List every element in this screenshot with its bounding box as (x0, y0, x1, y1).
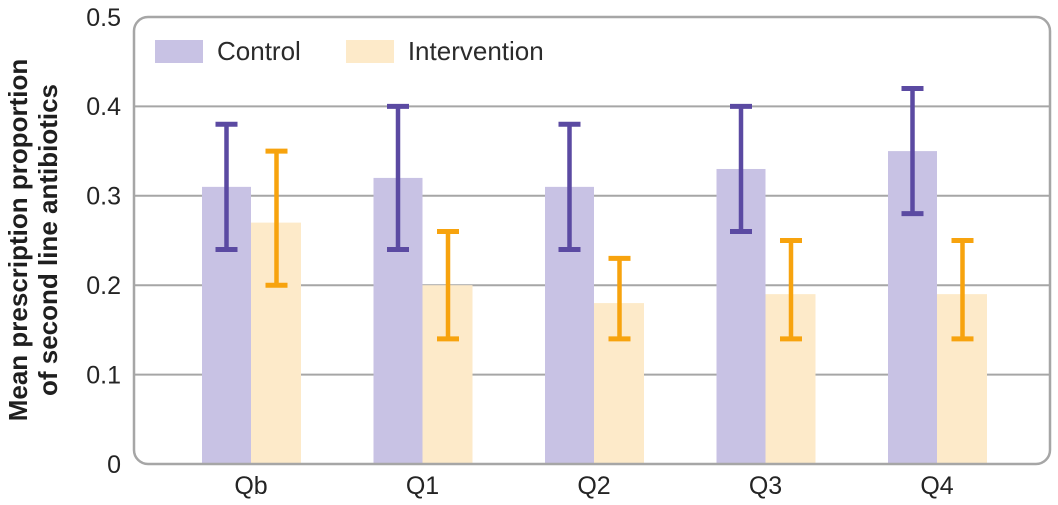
errorbar-control-q2 (558, 121, 581, 252)
errorbar-intervention-q2 (608, 255, 631, 342)
y-tick-label-0.4: 0.4 (86, 93, 121, 121)
errorbar-intervention-q4 (951, 238, 974, 342)
y-tick-label-0: 0 (107, 451, 121, 479)
y-tick-label-0.2: 0.2 (86, 272, 121, 300)
chart-legend: Control Intervention (155, 36, 544, 67)
legend-swatch-control (155, 40, 203, 63)
errorbar-control-q1 (387, 103, 409, 252)
x-tick-label-q1: Q1 (406, 472, 439, 500)
y-tick-label-0.1: 0.1 (86, 361, 121, 389)
errorbar-intervention-qb (265, 148, 288, 288)
x-tick-label-q2: Q2 (577, 472, 610, 500)
errorbar-intervention-q1 (437, 229, 459, 342)
y-tick-label-0.5: 0.5 (86, 4, 121, 32)
x-tick-label-qb: Qb (234, 472, 267, 500)
y-tick-label-0.3: 0.3 (86, 183, 121, 211)
x-tick-label-q3: Q3 (749, 472, 782, 500)
errorbar-intervention-q3 (780, 238, 802, 342)
errorbar-control-q3 (730, 103, 752, 235)
legend-label-control: Control (217, 36, 301, 66)
x-tick-label-q4: Q4 (920, 472, 953, 500)
errorbar-control-qb (215, 121, 238, 252)
legend-swatch-intervention (345, 40, 394, 63)
legend-item-control: Control (155, 36, 301, 67)
errorbar-control-q4 (901, 86, 924, 217)
legend-item-intervention: Intervention (345, 36, 544, 67)
plot-border (132, 15, 1052, 466)
legend-label-intervention: Intervention (407, 36, 544, 66)
